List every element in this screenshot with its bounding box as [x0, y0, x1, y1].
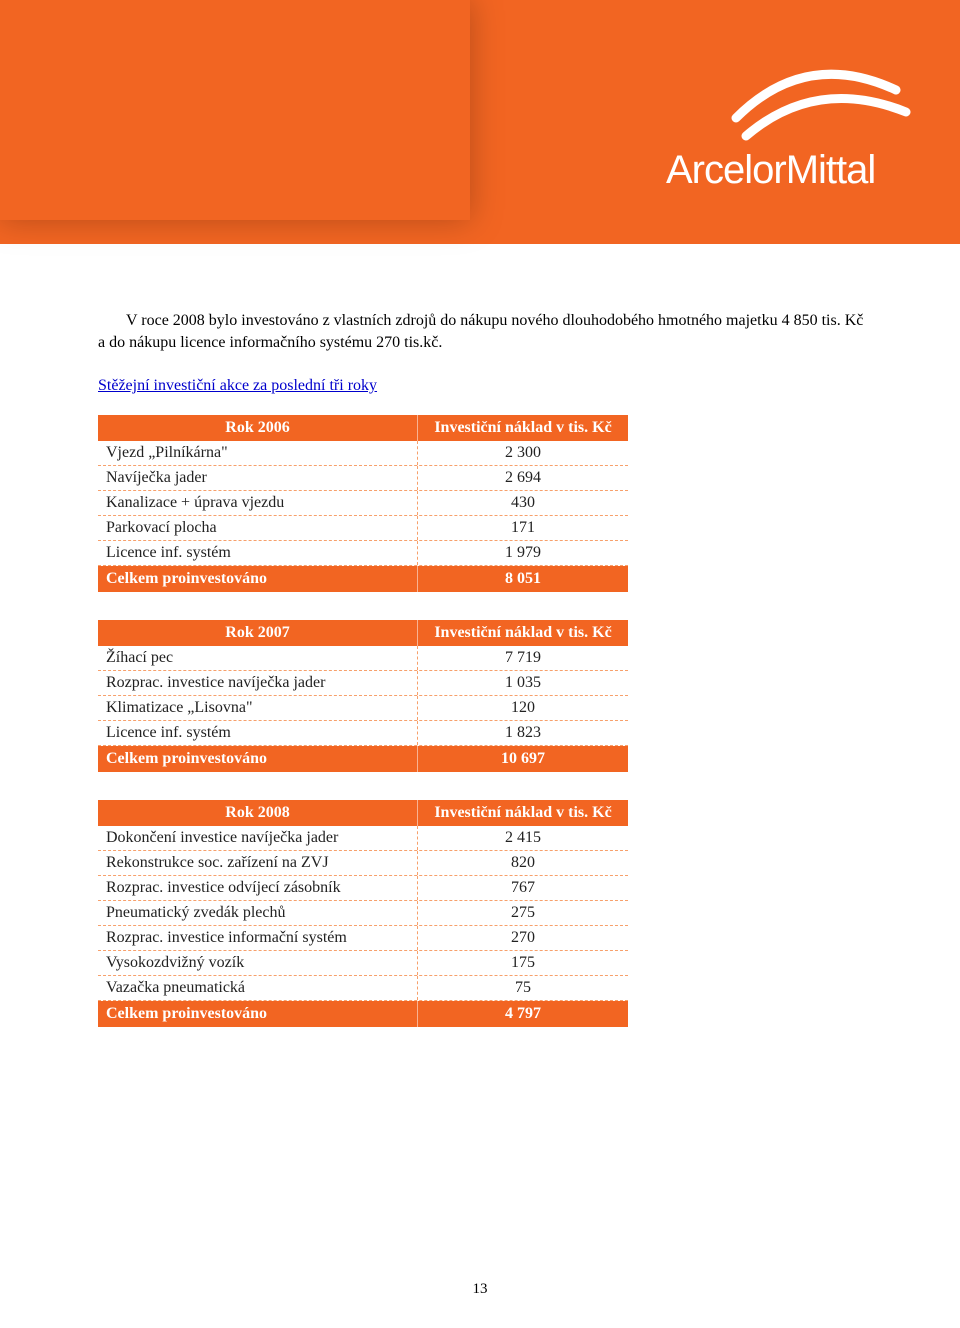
- row-label: Rozprac. investice informační systém: [98, 926, 418, 950]
- footer-label: Celkem proinvestováno: [98, 566, 418, 592]
- row-value: 2 694: [418, 466, 628, 490]
- row-label: Parkovací plocha: [98, 516, 418, 540]
- table-row: Klimatizace „Lisovna"120: [98, 696, 628, 721]
- row-label: Rozprac. investice odvíjecí zásobník: [98, 876, 418, 900]
- header-shadow-block: [0, 0, 470, 220]
- row-label: Rekonstrukce soc. zařízení na ZVJ: [98, 851, 418, 875]
- row-value: 820: [418, 851, 628, 875]
- table-header: Rok 2008Investiční náklad v tis. Kč: [98, 800, 628, 826]
- investment-table: Rok 2007Investiční náklad v tis. KčŽíhac…: [98, 620, 628, 772]
- table-footer: Celkem proinvestováno8 051: [98, 566, 628, 592]
- table-row: Vazačka pneumatická75: [98, 976, 628, 1001]
- table-header: Rok 2006Investiční náklad v tis. Kč: [98, 415, 628, 441]
- page-content: V roce 2008 bylo investováno z vlastních…: [98, 310, 866, 1055]
- row-value: 175: [418, 951, 628, 975]
- row-label: Licence inf. systém: [98, 721, 418, 745]
- row-value: 75: [418, 976, 628, 1000]
- table-row: Rekonstrukce soc. zařízení na ZVJ820: [98, 851, 628, 876]
- row-label: Vazačka pneumatická: [98, 976, 418, 1000]
- investment-table: Rok 2008Investiční náklad v tis. KčDokon…: [98, 800, 628, 1027]
- table-row: Rozprac. investice navíječka jader1 035: [98, 671, 628, 696]
- row-value: 1 035: [418, 671, 628, 695]
- table-footer: Celkem proinvestováno4 797: [98, 1001, 628, 1027]
- row-value: 120: [418, 696, 628, 720]
- tables-container: Rok 2006Investiční náklad v tis. KčVjezd…: [98, 415, 866, 1027]
- footer-value: 8 051: [418, 566, 628, 592]
- table-header: Rok 2007Investiční náklad v tis. Kč: [98, 620, 628, 646]
- table-row: Navíječka jader2 694: [98, 466, 628, 491]
- header-year: Rok 2007: [98, 620, 418, 646]
- row-label: Vjezd „Pilníkárna": [98, 441, 418, 465]
- table-row: Parkovací plocha171: [98, 516, 628, 541]
- table-row: Licence inf. systém1 823: [98, 721, 628, 746]
- table-row: Dokončení investice navíječka jader2 415: [98, 826, 628, 851]
- header-metric: Investiční náklad v tis. Kč: [418, 800, 628, 826]
- header-year: Rok 2006: [98, 415, 418, 441]
- header-metric: Investiční náklad v tis. Kč: [418, 620, 628, 646]
- footer-label: Celkem proinvestováno: [98, 1001, 418, 1027]
- table-row: Vysokozdvižný vozík175: [98, 951, 628, 976]
- row-label: Dokončení investice navíječka jader: [98, 826, 418, 850]
- investment-table: Rok 2006Investiční náklad v tis. KčVjezd…: [98, 415, 628, 592]
- brand-logo: ArcelorMittal: [666, 48, 926, 198]
- row-value: 2 415: [418, 826, 628, 850]
- header-banner: ArcelorMittal: [0, 0, 960, 244]
- table-row: Kanalizace + úprava vjezdu430: [98, 491, 628, 516]
- row-label: Klimatizace „Lisovna": [98, 696, 418, 720]
- row-label: Navíječka jader: [98, 466, 418, 490]
- row-label: Pneumatický zvedák plechů: [98, 901, 418, 925]
- footer-value: 4 797: [418, 1001, 628, 1027]
- table-row: Žíhací pec7 719: [98, 646, 628, 671]
- row-value: 430: [418, 491, 628, 515]
- table-row: Rozprac. investice informační systém270: [98, 926, 628, 951]
- table-row: Vjezd „Pilníkárna"2 300: [98, 441, 628, 466]
- footer-value: 10 697: [418, 746, 628, 772]
- header-year: Rok 2008: [98, 800, 418, 826]
- header-metric: Investiční náklad v tis. Kč: [418, 415, 628, 441]
- footer-label: Celkem proinvestováno: [98, 746, 418, 772]
- intro-paragraph: V roce 2008 bylo investováno z vlastních…: [98, 310, 866, 353]
- row-value: 2 300: [418, 441, 628, 465]
- row-value: 7 719: [418, 646, 628, 670]
- table-row: Licence inf. systém1 979: [98, 541, 628, 566]
- row-label: Žíhací pec: [98, 646, 418, 670]
- row-value: 171: [418, 516, 628, 540]
- table-row: Rozprac. investice odvíjecí zásobník767: [98, 876, 628, 901]
- table-row: Pneumatický zvedák plechů275: [98, 901, 628, 926]
- row-label: Licence inf. systém: [98, 541, 418, 565]
- row-label: Rozprac. investice navíječka jader: [98, 671, 418, 695]
- row-label: Vysokozdvižný vozík: [98, 951, 418, 975]
- row-value: 270: [418, 926, 628, 950]
- row-value: 275: [418, 901, 628, 925]
- row-value: 767: [418, 876, 628, 900]
- brand-name-text: ArcelorMittal: [666, 148, 875, 192]
- page-number: 13: [0, 1281, 960, 1298]
- row-label: Kanalizace + úprava vjezdu: [98, 491, 418, 515]
- row-value: 1 823: [418, 721, 628, 745]
- row-value: 1 979: [418, 541, 628, 565]
- table-footer: Celkem proinvestováno10 697: [98, 746, 628, 772]
- section-heading-link[interactable]: Stěžejní investiční akce za poslední tři…: [98, 377, 866, 395]
